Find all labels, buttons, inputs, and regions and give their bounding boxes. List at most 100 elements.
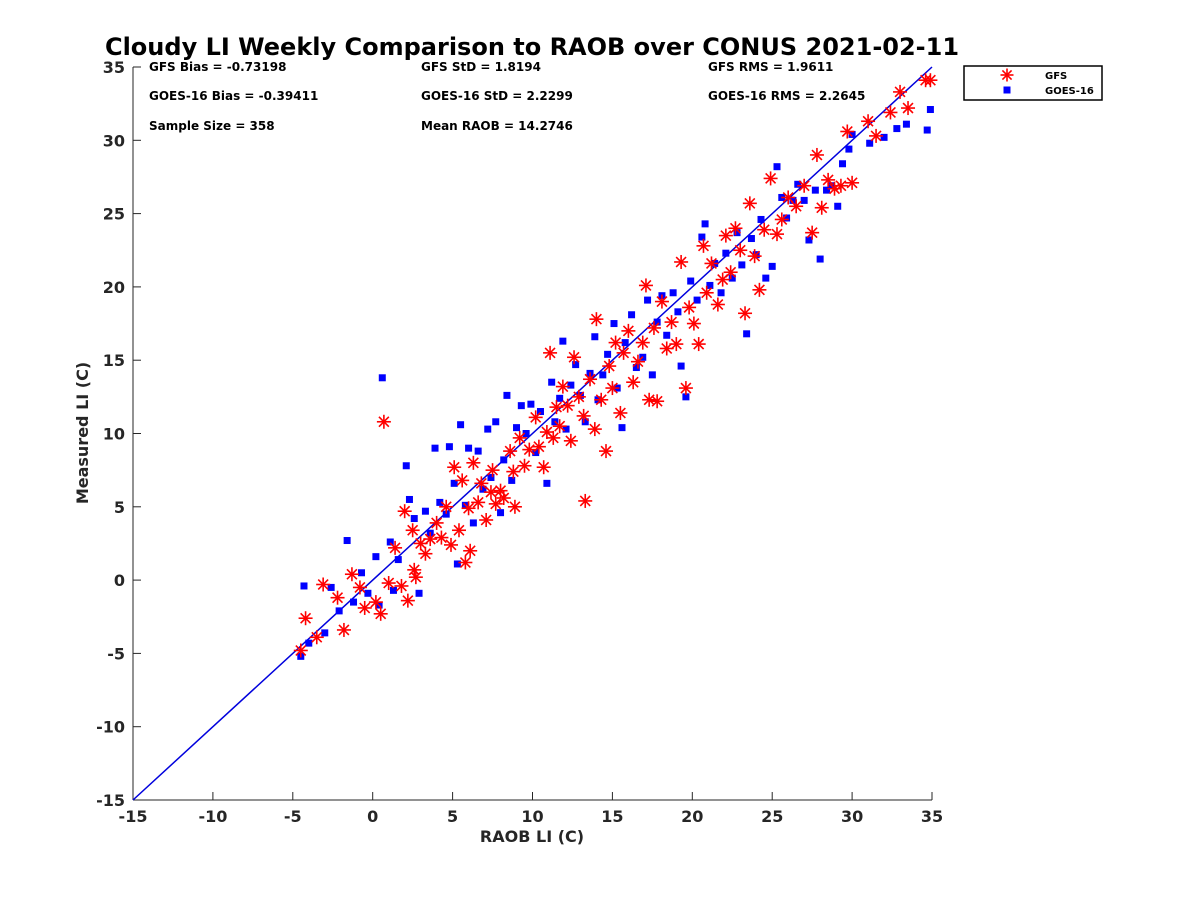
gfs-point bbox=[605, 381, 620, 396]
gfs-point bbox=[483, 485, 498, 500]
gfs-point bbox=[451, 523, 466, 538]
x-tick-label: -15 bbox=[119, 807, 148, 826]
goes16-point bbox=[567, 381, 575, 389]
y-tick-label: -5 bbox=[107, 644, 125, 663]
goes16-point bbox=[469, 519, 477, 527]
gfs-point bbox=[434, 530, 449, 545]
gfs-point bbox=[397, 504, 412, 519]
gfs-point bbox=[809, 147, 824, 162]
goes16-point bbox=[358, 569, 366, 577]
goes16-point bbox=[405, 495, 413, 503]
gfs-point bbox=[388, 540, 403, 555]
gfs-point bbox=[461, 501, 476, 516]
goes16-point bbox=[628, 311, 636, 319]
goes16-point bbox=[621, 339, 629, 347]
goes16-point bbox=[527, 400, 535, 408]
x-tick-label: 0 bbox=[367, 807, 378, 826]
gfs-point bbox=[718, 228, 733, 243]
gfs-point bbox=[531, 439, 546, 454]
goes16-point bbox=[572, 361, 580, 369]
gfs-point bbox=[474, 476, 489, 491]
gfs-point bbox=[522, 442, 537, 457]
gfs-point bbox=[368, 595, 383, 610]
goes16-point bbox=[733, 229, 741, 237]
goes16-point bbox=[497, 509, 505, 517]
gfs-point bbox=[626, 375, 641, 390]
gfs-point bbox=[423, 532, 438, 547]
goes16-point bbox=[747, 235, 755, 243]
goes16-point bbox=[698, 233, 706, 241]
gfs-point bbox=[752, 282, 767, 297]
gfs-point bbox=[723, 265, 738, 280]
goes16-point bbox=[783, 214, 791, 222]
gfs-point bbox=[394, 578, 409, 593]
goes16-point bbox=[794, 180, 802, 188]
goes16-point bbox=[687, 277, 695, 285]
goes16-point bbox=[701, 220, 709, 228]
goes16-point bbox=[389, 586, 397, 594]
gfs-point bbox=[646, 320, 661, 335]
goes16-point bbox=[800, 196, 808, 204]
gfs-point bbox=[536, 460, 551, 475]
gfs-point bbox=[560, 398, 575, 413]
stat-annotation: GOES-16 Bias = -0.39411 bbox=[149, 89, 318, 103]
gfs-point bbox=[488, 496, 503, 511]
gfs-point bbox=[429, 515, 444, 530]
stat-annotation: Sample Size = 358 bbox=[149, 119, 275, 133]
gfs-point bbox=[738, 306, 753, 321]
gfs-point bbox=[696, 238, 711, 253]
gfs-point bbox=[316, 577, 331, 592]
goes16-point bbox=[335, 607, 343, 615]
gfs-point bbox=[546, 430, 561, 445]
goes16-point bbox=[350, 598, 358, 606]
y-tick-label: 30 bbox=[103, 131, 125, 150]
gfs-point bbox=[408, 570, 423, 585]
goes16-point bbox=[811, 186, 819, 194]
goes16-point bbox=[562, 425, 570, 433]
stat-annotation: GOES-16 StD = 2.2299 bbox=[421, 89, 573, 103]
gfs-point bbox=[638, 278, 653, 293]
goes16-point bbox=[410, 515, 418, 523]
stats-annotations: GFS Bias = -0.73198 GFS StD = 1.8194 GFS R… bbox=[149, 60, 865, 133]
gfs-point bbox=[691, 337, 706, 352]
goes16-point bbox=[487, 473, 495, 481]
y-tick-label: 20 bbox=[103, 278, 125, 297]
gfs-point bbox=[704, 256, 719, 271]
gfs-point bbox=[893, 84, 908, 99]
goes16-point bbox=[556, 394, 564, 402]
y-tick-label: -15 bbox=[96, 791, 125, 810]
goes16-point bbox=[327, 583, 335, 591]
goes16-point bbox=[604, 350, 612, 358]
goes16-point bbox=[663, 331, 671, 339]
goes16-point bbox=[648, 371, 656, 379]
goes16-point bbox=[517, 402, 525, 410]
goes16-point bbox=[677, 362, 685, 370]
gfs-point bbox=[418, 546, 433, 561]
goes16-point bbox=[644, 296, 652, 304]
goes16-point bbox=[926, 106, 934, 114]
gfs-point bbox=[571, 389, 586, 404]
gfs-point bbox=[517, 458, 532, 473]
goes16-point bbox=[343, 537, 351, 545]
gfs-point bbox=[506, 464, 521, 479]
goes16-point bbox=[717, 289, 725, 297]
gfs-point bbox=[728, 221, 743, 236]
goes16-point bbox=[402, 462, 410, 470]
goes16-point bbox=[762, 274, 770, 282]
gfs-point bbox=[503, 444, 518, 459]
one-to-one-line bbox=[132, 66, 933, 801]
gfs-point bbox=[883, 105, 898, 120]
gfs-point bbox=[774, 212, 789, 227]
gfs-point bbox=[587, 422, 602, 437]
goes16-point bbox=[450, 479, 458, 487]
gfs-point bbox=[552, 419, 567, 434]
goes16-point bbox=[880, 133, 888, 141]
gfs-point bbox=[405, 523, 420, 538]
gfs-point bbox=[678, 381, 693, 396]
goes16-point bbox=[866, 139, 874, 147]
goes16-point bbox=[893, 125, 901, 133]
gfs-point bbox=[589, 312, 604, 327]
gfs-point bbox=[496, 491, 511, 506]
gfs-point bbox=[845, 175, 860, 190]
gfs-point bbox=[466, 455, 481, 470]
